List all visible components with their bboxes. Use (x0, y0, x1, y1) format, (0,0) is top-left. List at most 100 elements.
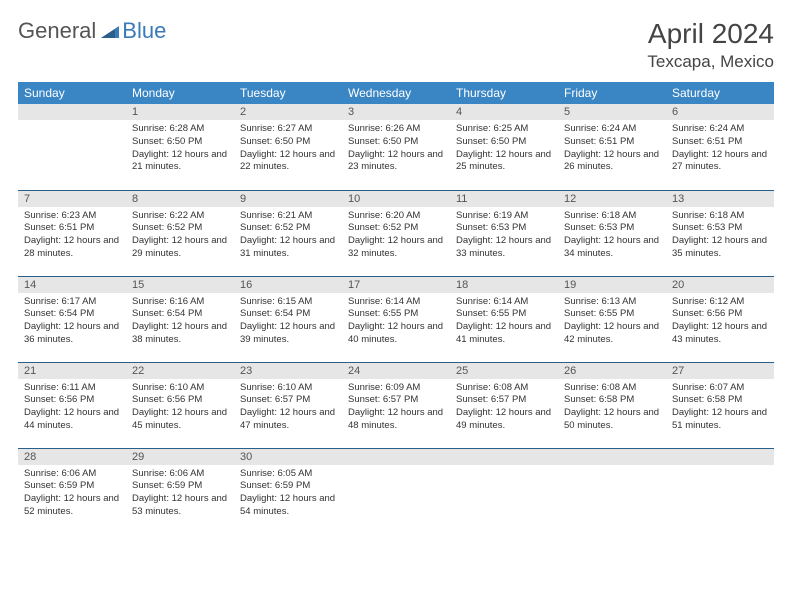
sunset-line: Sunset: 6:55 PM (456, 308, 552, 321)
day-number: 20 (666, 277, 774, 293)
day-details: Sunrise: 6:08 AMSunset: 6:57 PMDaylight:… (450, 379, 558, 437)
sunrise-line: Sunrise: 6:25 AM (456, 123, 552, 136)
sunrise-line: Sunrise: 6:05 AM (240, 468, 336, 481)
day-details: Sunrise: 6:21 AMSunset: 6:52 PMDaylight:… (234, 207, 342, 265)
sunset-line: Sunset: 6:56 PM (132, 394, 228, 407)
day-number: 8 (126, 191, 234, 207)
day-number (558, 449, 666, 465)
sunrise-line: Sunrise: 6:20 AM (348, 210, 444, 223)
sunrise-line: Sunrise: 6:24 AM (672, 123, 768, 136)
sunset-line: Sunset: 6:59 PM (240, 480, 336, 493)
logo-triangle-icon (101, 24, 119, 38)
calendar-cell: 13Sunrise: 6:18 AMSunset: 6:53 PMDayligh… (666, 190, 774, 276)
calendar-cell: 27Sunrise: 6:07 AMSunset: 6:58 PMDayligh… (666, 362, 774, 448)
sunrise-line: Sunrise: 6:26 AM (348, 123, 444, 136)
daylight-line: Daylight: 12 hours and 47 minutes. (240, 407, 336, 433)
logo: General Blue (18, 18, 166, 44)
calendar-table: SundayMondayTuesdayWednesdayThursdayFrid… (18, 82, 774, 534)
day-details (666, 465, 774, 525)
daylight-line: Daylight: 12 hours and 40 minutes. (348, 321, 444, 347)
sunset-line: Sunset: 6:51 PM (564, 136, 660, 149)
daylight-line: Daylight: 12 hours and 35 minutes. (672, 235, 768, 261)
sunset-line: Sunset: 6:50 PM (240, 136, 336, 149)
day-details: Sunrise: 6:22 AMSunset: 6:52 PMDaylight:… (126, 207, 234, 265)
calendar-cell: 9Sunrise: 6:21 AMSunset: 6:52 PMDaylight… (234, 190, 342, 276)
day-number: 25 (450, 363, 558, 379)
calendar-row: 28Sunrise: 6:06 AMSunset: 6:59 PMDayligh… (18, 448, 774, 534)
daylight-line: Daylight: 12 hours and 41 minutes. (456, 321, 552, 347)
day-number (18, 104, 126, 120)
sunrise-line: Sunrise: 6:28 AM (132, 123, 228, 136)
day-number: 24 (342, 363, 450, 379)
sunrise-line: Sunrise: 6:11 AM (24, 382, 120, 395)
day-details: Sunrise: 6:07 AMSunset: 6:58 PMDaylight:… (666, 379, 774, 437)
calendar-cell: 19Sunrise: 6:13 AMSunset: 6:55 PMDayligh… (558, 276, 666, 362)
day-details: Sunrise: 6:14 AMSunset: 6:55 PMDaylight:… (450, 293, 558, 351)
sunrise-line: Sunrise: 6:18 AM (672, 210, 768, 223)
logo-text-2: Blue (122, 18, 166, 44)
sunset-line: Sunset: 6:54 PM (24, 308, 120, 321)
daylight-line: Daylight: 12 hours and 44 minutes. (24, 407, 120, 433)
day-details: Sunrise: 6:08 AMSunset: 6:58 PMDaylight:… (558, 379, 666, 437)
weekday-header: Friday (558, 82, 666, 104)
daylight-line: Daylight: 12 hours and 21 minutes. (132, 149, 228, 175)
day-number: 14 (18, 277, 126, 293)
calendar-cell: 4Sunrise: 6:25 AMSunset: 6:50 PMDaylight… (450, 104, 558, 190)
sunset-line: Sunset: 6:58 PM (564, 394, 660, 407)
day-number: 12 (558, 191, 666, 207)
daylight-line: Daylight: 12 hours and 34 minutes. (564, 235, 660, 261)
weekday-header: Tuesday (234, 82, 342, 104)
calendar-cell: 15Sunrise: 6:16 AMSunset: 6:54 PMDayligh… (126, 276, 234, 362)
calendar-cell: 3Sunrise: 6:26 AMSunset: 6:50 PMDaylight… (342, 104, 450, 190)
calendar-cell (18, 104, 126, 190)
day-number: 10 (342, 191, 450, 207)
day-details: Sunrise: 6:17 AMSunset: 6:54 PMDaylight:… (18, 293, 126, 351)
daylight-line: Daylight: 12 hours and 53 minutes. (132, 493, 228, 519)
calendar-cell: 18Sunrise: 6:14 AMSunset: 6:55 PMDayligh… (450, 276, 558, 362)
calendar-cell (450, 448, 558, 534)
daylight-line: Daylight: 12 hours and 42 minutes. (564, 321, 660, 347)
day-number: 17 (342, 277, 450, 293)
daylight-line: Daylight: 12 hours and 29 minutes. (132, 235, 228, 261)
day-details (450, 465, 558, 525)
calendar-cell: 16Sunrise: 6:15 AMSunset: 6:54 PMDayligh… (234, 276, 342, 362)
day-details: Sunrise: 6:19 AMSunset: 6:53 PMDaylight:… (450, 207, 558, 265)
daylight-line: Daylight: 12 hours and 51 minutes. (672, 407, 768, 433)
sunset-line: Sunset: 6:51 PM (24, 222, 120, 235)
sunrise-line: Sunrise: 6:06 AM (24, 468, 120, 481)
daylight-line: Daylight: 12 hours and 39 minutes. (240, 321, 336, 347)
daylight-line: Daylight: 12 hours and 50 minutes. (564, 407, 660, 433)
daylight-line: Daylight: 12 hours and 43 minutes. (672, 321, 768, 347)
logo-text-1: General (18, 18, 96, 44)
calendar-cell: 26Sunrise: 6:08 AMSunset: 6:58 PMDayligh… (558, 362, 666, 448)
calendar-head: SundayMondayTuesdayWednesdayThursdayFrid… (18, 82, 774, 104)
weekday-header: Wednesday (342, 82, 450, 104)
sunrise-line: Sunrise: 6:07 AM (672, 382, 768, 395)
sunrise-line: Sunrise: 6:08 AM (456, 382, 552, 395)
day-details (342, 465, 450, 525)
daylight-line: Daylight: 12 hours and 36 minutes. (24, 321, 120, 347)
calendar-row: 7Sunrise: 6:23 AMSunset: 6:51 PMDaylight… (18, 190, 774, 276)
day-number: 16 (234, 277, 342, 293)
sunset-line: Sunset: 6:56 PM (24, 394, 120, 407)
calendar-cell: 8Sunrise: 6:22 AMSunset: 6:52 PMDaylight… (126, 190, 234, 276)
day-details: Sunrise: 6:10 AMSunset: 6:57 PMDaylight:… (234, 379, 342, 437)
day-number: 26 (558, 363, 666, 379)
sunset-line: Sunset: 6:53 PM (456, 222, 552, 235)
day-details: Sunrise: 6:05 AMSunset: 6:59 PMDaylight:… (234, 465, 342, 523)
weekday-header: Saturday (666, 82, 774, 104)
day-details: Sunrise: 6:10 AMSunset: 6:56 PMDaylight:… (126, 379, 234, 437)
sunrise-line: Sunrise: 6:13 AM (564, 296, 660, 309)
calendar-cell: 28Sunrise: 6:06 AMSunset: 6:59 PMDayligh… (18, 448, 126, 534)
day-number (450, 449, 558, 465)
sunrise-line: Sunrise: 6:10 AM (132, 382, 228, 395)
day-details: Sunrise: 6:14 AMSunset: 6:55 PMDaylight:… (342, 293, 450, 351)
location: Texcapa, Mexico (647, 52, 774, 72)
day-details: Sunrise: 6:27 AMSunset: 6:50 PMDaylight:… (234, 120, 342, 178)
day-details (18, 120, 126, 180)
daylight-line: Daylight: 12 hours and 23 minutes. (348, 149, 444, 175)
day-details: Sunrise: 6:12 AMSunset: 6:56 PMDaylight:… (666, 293, 774, 351)
calendar-cell: 20Sunrise: 6:12 AMSunset: 6:56 PMDayligh… (666, 276, 774, 362)
title-block: April 2024 Texcapa, Mexico (647, 18, 774, 72)
sunset-line: Sunset: 6:57 PM (348, 394, 444, 407)
